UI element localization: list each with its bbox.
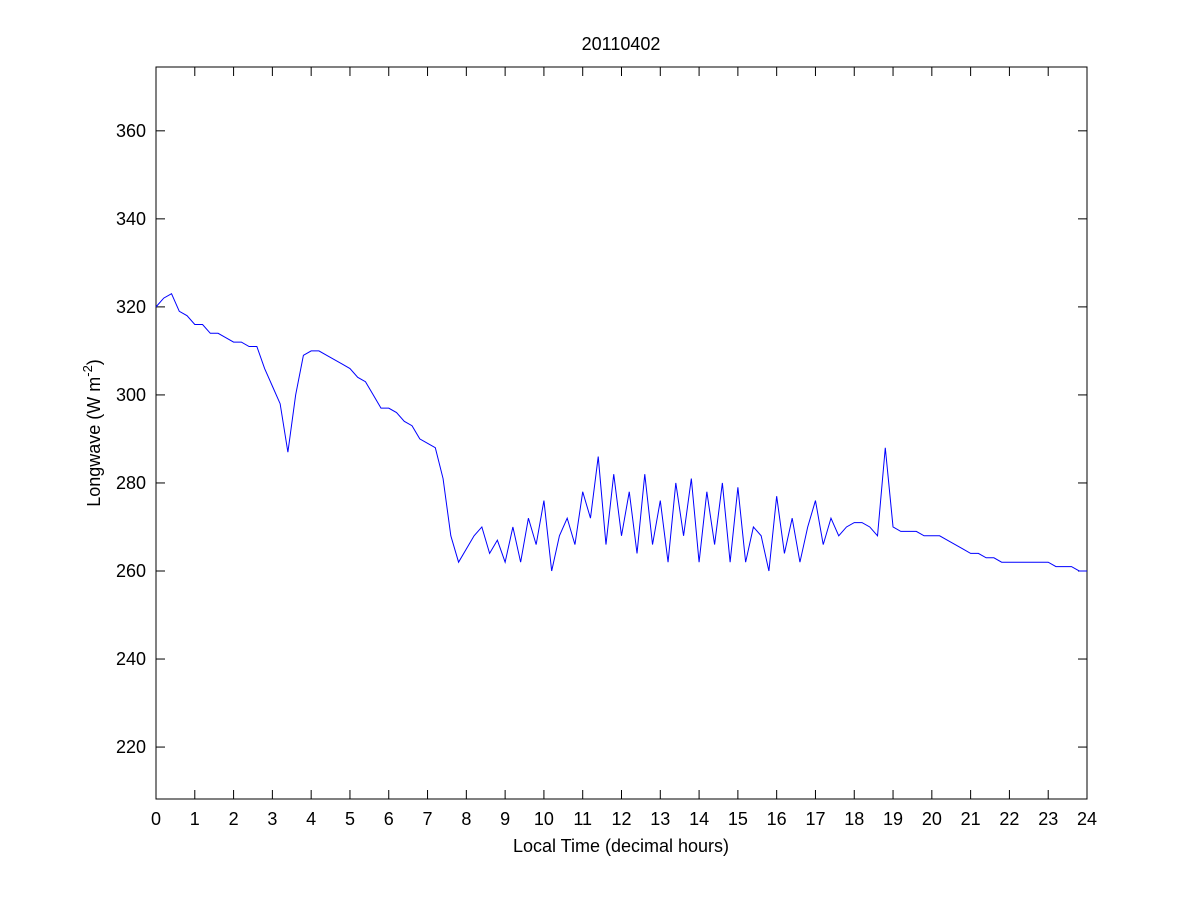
x-tick-label: 13	[650, 809, 670, 829]
x-tick-label: 4	[306, 809, 316, 829]
y-axis-label-end: )	[84, 359, 104, 365]
y-tick-label: 240	[116, 649, 146, 669]
chart-title: 20110402	[582, 34, 661, 54]
x-tick-label: 19	[883, 809, 903, 829]
x-tick-label: 1	[190, 809, 200, 829]
y-tick-label: 300	[116, 385, 146, 405]
x-tick-label: 12	[611, 809, 631, 829]
x-tick-label: 9	[500, 809, 510, 829]
y-tick-label: 340	[116, 209, 146, 229]
y-tick-label: 360	[116, 121, 146, 141]
y-tick-label: 280	[116, 473, 146, 493]
y-tick-label: 320	[116, 297, 146, 317]
x-tick-label: 18	[844, 809, 864, 829]
y-tick-label: 260	[116, 561, 146, 581]
x-tick-label: 22	[999, 809, 1019, 829]
x-tick-label: 16	[767, 809, 787, 829]
x-tick-label: 24	[1077, 809, 1097, 829]
y-axis-label-superscript: -2	[80, 365, 95, 377]
x-tick-label: 0	[151, 809, 161, 829]
x-tick-label: 10	[534, 809, 554, 829]
x-tick-label: 3	[267, 809, 277, 829]
x-tick-label: 7	[423, 809, 433, 829]
x-tick-label: 5	[345, 809, 355, 829]
x-tick-label: 17	[805, 809, 825, 829]
x-tick-label: 20	[922, 809, 942, 829]
x-tick-label: 11	[573, 809, 592, 829]
y-axis-label: Longwave (W m-2)	[80, 359, 104, 507]
x-tick-label: 21	[961, 809, 981, 829]
x-tick-label: 14	[689, 809, 709, 829]
x-tick-label: 15	[728, 809, 748, 829]
data-line	[155, 292, 1087, 572]
x-tick-label: 6	[384, 809, 394, 829]
x-tick-label: 23	[1038, 809, 1058, 829]
y-axis-label-main: Longwave (W m	[84, 377, 104, 507]
y-tick-label: 220	[116, 737, 146, 757]
x-axis-label: Local Time (decimal hours)	[513, 836, 729, 856]
x-tick-label: 8	[461, 809, 471, 829]
x-tick-label: 2	[229, 809, 239, 829]
